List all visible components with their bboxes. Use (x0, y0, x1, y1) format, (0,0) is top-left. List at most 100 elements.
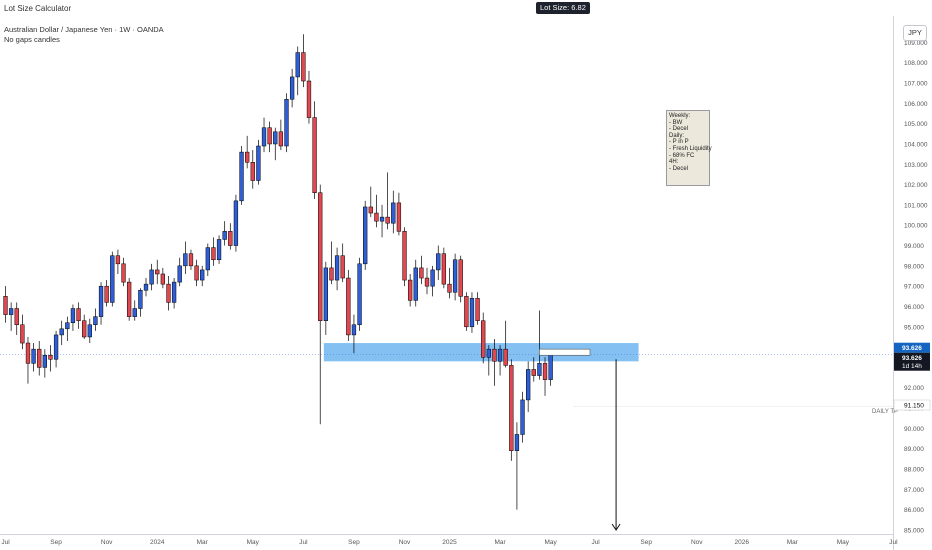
candle[interactable] (452, 259, 458, 293)
candle[interactable] (42, 354, 47, 368)
candle[interactable] (222, 231, 227, 240)
candle[interactable] (65, 322, 70, 330)
candle[interactable] (200, 269, 205, 281)
candle[interactable] (166, 283, 171, 303)
lot-size-calculator-label[interactable]: Lot Size Calculator (4, 4, 72, 13)
candle[interactable] (138, 289, 143, 309)
candle[interactable] (188, 253, 194, 267)
candle[interactable] (289, 76, 295, 100)
analysis-note-box[interactable]: Weekly: - BW - Decel Daily: - P in P - F… (666, 110, 712, 186)
candle[interactable] (245, 151, 250, 163)
candle[interactable] (318, 192, 323, 321)
candle[interactable] (481, 320, 486, 358)
candle[interactable] (121, 263, 126, 283)
currency-button[interactable]: JPY (903, 25, 927, 41)
price-axis-panel[interactable] (893, 16, 932, 550)
candle[interactable] (115, 255, 121, 265)
candle[interactable] (374, 212, 379, 222)
candle[interactable] (419, 267, 424, 279)
candle[interactable] (548, 354, 553, 380)
candle[interactable] (110, 255, 115, 303)
candle[interactable] (53, 334, 59, 360)
candle[interactable] (301, 52, 306, 82)
candle[interactable] (391, 202, 396, 224)
candle[interactable] (284, 99, 289, 147)
candle[interactable] (31, 348, 36, 364)
candle[interactable] (93, 316, 98, 326)
candle[interactable] (503, 348, 508, 366)
candle[interactable] (526, 369, 531, 401)
candle[interactable] (363, 206, 368, 265)
candle[interactable] (509, 365, 514, 451)
candle[interactable] (132, 308, 137, 317)
candle[interactable] (256, 145, 261, 181)
candle[interactable] (250, 162, 255, 181)
candle[interactable] (82, 320, 87, 338)
candle[interactable] (497, 348, 503, 362)
candle[interactable] (143, 283, 149, 291)
candle[interactable] (278, 131, 284, 147)
candle[interactable] (194, 265, 199, 281)
candle[interactable] (261, 127, 267, 147)
candle[interactable] (59, 328, 64, 336)
candle[interactable] (205, 247, 210, 271)
candle[interactable] (20, 324, 25, 344)
symbol-title[interactable]: Australian Dollar / Japanese Yen · 1W · … (4, 25, 164, 34)
candle[interactable] (346, 277, 351, 336)
candle[interactable] (273, 131, 278, 145)
candle[interactable] (295, 52, 300, 78)
candle[interactable] (441, 253, 447, 285)
candle[interactable] (351, 324, 357, 336)
candle[interactable] (228, 231, 233, 246)
candle[interactable] (329, 267, 334, 281)
candle[interactable] (379, 216, 385, 222)
candle[interactable] (447, 283, 452, 293)
candle[interactable] (87, 324, 92, 338)
candle[interactable] (492, 348, 497, 362)
candle[interactable] (177, 265, 182, 283)
candle[interactable] (155, 269, 160, 275)
candle[interactable] (98, 285, 104, 317)
candle[interactable] (3, 296, 8, 315)
candle[interactable] (458, 259, 463, 297)
candle[interactable] (14, 308, 19, 326)
candle[interactable] (424, 277, 430, 287)
candle[interactable] (211, 247, 216, 261)
candle[interactable] (357, 263, 362, 326)
candle[interactable] (537, 363, 542, 376)
candle[interactable] (76, 308, 81, 321)
candle[interactable] (126, 281, 132, 317)
candle[interactable] (486, 348, 491, 358)
candle[interactable] (396, 202, 402, 232)
candle[interactable] (48, 354, 53, 360)
candle[interactable] (160, 273, 166, 285)
candle[interactable] (306, 80, 312, 118)
candle[interactable] (385, 216, 390, 224)
candle[interactable] (340, 255, 345, 279)
candle[interactable] (436, 253, 441, 271)
candle[interactable] (430, 269, 435, 287)
candle[interactable] (407, 279, 413, 301)
candle[interactable] (267, 127, 272, 145)
candle[interactable] (104, 285, 109, 303)
candle[interactable] (514, 434, 520, 451)
candle[interactable] (542, 363, 548, 380)
candle[interactable] (149, 269, 154, 285)
candle[interactable] (469, 298, 475, 328)
candle[interactable] (334, 255, 340, 281)
candle[interactable] (402, 231, 407, 281)
candle[interactable] (475, 298, 480, 321)
candle[interactable] (323, 267, 328, 321)
candle[interactable] (413, 267, 418, 301)
candle[interactable] (70, 308, 76, 323)
candle[interactable] (368, 206, 373, 214)
candle[interactable] (312, 117, 317, 193)
candle[interactable] (464, 296, 469, 328)
candle[interactable] (183, 253, 188, 267)
candle[interactable] (520, 399, 525, 435)
candle[interactable] (216, 239, 222, 261)
candle[interactable] (239, 151, 244, 202)
candle[interactable] (8, 308, 14, 315)
candle[interactable] (233, 200, 239, 246)
